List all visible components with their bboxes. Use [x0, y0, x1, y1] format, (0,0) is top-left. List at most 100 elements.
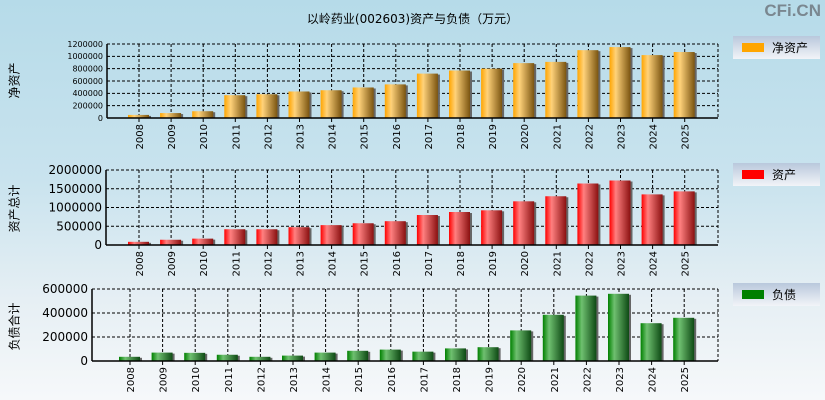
bar-2015 — [352, 223, 374, 245]
bar-2025 — [673, 191, 695, 245]
x-tick-label: 2018 — [456, 251, 467, 276]
bar-2017 — [416, 215, 438, 245]
x-tick-label: 2025 — [680, 367, 691, 392]
watermark-logo: CFi.CN — [764, 1, 821, 20]
x-tick-label: 2010 — [199, 124, 210, 149]
x-tick-label: 2016 — [392, 124, 403, 149]
bar-2013 — [288, 227, 310, 245]
bar-2025 — [673, 317, 695, 361]
bar-2010 — [192, 111, 214, 118]
bar-2021 — [545, 196, 567, 245]
x-tick-label: 2023 — [617, 251, 628, 276]
y-tick-label: 0 — [98, 114, 103, 123]
y-tick-label: 0 — [80, 354, 88, 368]
x-tick-label: 2011 — [231, 124, 242, 149]
bar-2015 — [347, 350, 369, 361]
legend-label: 净资产 — [772, 41, 809, 55]
bar-2011 — [216, 354, 238, 361]
x-tick-label: 2015 — [360, 124, 371, 149]
x-tick-label: 2015 — [354, 367, 365, 392]
bar-2024 — [640, 323, 662, 361]
bar-2009 — [151, 352, 173, 361]
y-tick-label: 400000 — [42, 306, 88, 320]
x-tick-label: 2009 — [167, 124, 178, 149]
x-tick-label: 2017 — [419, 367, 430, 392]
legend-liabilities: 负债 — [733, 283, 820, 306]
x-tick-label: 2014 — [328, 251, 339, 276]
bar-2016 — [384, 221, 406, 245]
y-tick-label: 0 — [94, 238, 102, 252]
y-axis-label-liabilities: 负债合计 — [7, 302, 22, 351]
bar-2012 — [256, 229, 278, 245]
bar-2016 — [379, 349, 401, 361]
bar-2024 — [641, 194, 663, 245]
x-tick-label: 2010 — [199, 251, 210, 276]
bar-2010 — [192, 238, 214, 245]
x-tick-label: 2012 — [263, 124, 274, 149]
x-tick-label: 2013 — [289, 367, 300, 392]
x-tick-label: 2022 — [584, 124, 595, 149]
x-tick-label: 2017 — [424, 124, 435, 149]
bar-2016 — [384, 84, 406, 118]
x-tick-label: 2024 — [649, 251, 660, 276]
x-tick-label: 2019 — [485, 367, 496, 392]
x-tick-label: 2023 — [617, 124, 628, 149]
bar-2013 — [288, 91, 310, 118]
bar-2018 — [449, 70, 470, 118]
legend-net-assets: 净资产 — [733, 36, 820, 59]
y-tick-label: 800000 — [72, 64, 103, 73]
y-axis-label-net-assets: 净资产 — [7, 62, 22, 99]
bar-2014 — [320, 90, 342, 118]
chart-2: 0 200000 400000 600000 2008 2009 2010 2011 2012 2… — [42, 282, 719, 392]
x-tick-label: 2024 — [648, 367, 659, 392]
x-tick-label: 2020 — [520, 124, 531, 149]
bar-2025 — [673, 52, 695, 119]
x-tick-label: 2023 — [615, 367, 626, 392]
bar-2022 — [577, 183, 599, 245]
legend-assets: 资产 — [733, 163, 820, 186]
bar-2021 — [542, 314, 564, 361]
bar-2023 — [608, 293, 629, 361]
x-tick-label: 2013 — [296, 251, 307, 276]
legend-swatch — [742, 170, 764, 179]
legend-swatch — [742, 290, 764, 299]
bar-2013 — [282, 355, 303, 361]
bar-2012 — [256, 94, 278, 118]
bar-2010 — [184, 352, 206, 361]
x-tick-label: 2017 — [424, 251, 435, 276]
x-tick-label: 2019 — [488, 251, 499, 276]
bar-2008 — [128, 241, 149, 245]
x-tick-label: 2018 — [456, 124, 467, 149]
bar-2018 — [445, 348, 466, 361]
bar-2019 — [481, 210, 503, 245]
x-tick-label: 2012 — [256, 367, 267, 392]
bar-2009 — [160, 113, 182, 118]
x-tick-label: 2021 — [552, 124, 563, 149]
y-tick-label: 1000000 — [67, 52, 103, 61]
bar-2021 — [545, 61, 567, 118]
bar-2015 — [352, 87, 374, 118]
legend-swatch — [742, 43, 764, 52]
x-tick-label: 2016 — [387, 367, 398, 392]
bar-2017 — [416, 73, 438, 118]
x-tick-label: 2009 — [167, 251, 178, 276]
bar-2020 — [513, 201, 535, 245]
y-tick-label: 1500000 — [49, 182, 102, 196]
x-tick-label: 2008 — [126, 367, 137, 392]
chart-title: 以岭药业(002603)资产与负债（万元） — [306, 12, 519, 26]
y-axis-label-total-assets: 资产总计 — [7, 184, 22, 233]
bar-2014 — [320, 225, 342, 245]
x-tick-label: 2011 — [224, 367, 235, 392]
bar-2019 — [477, 347, 499, 361]
x-tick-label: 2022 — [582, 367, 593, 392]
x-tick-label: 2024 — [649, 124, 660, 149]
legend-label: 负债 — [772, 288, 797, 302]
y-tick-label: 500000 — [56, 219, 102, 233]
chart-1: 0 500000 1000000 1500000 2000000 2008 2009 2010… — [49, 163, 719, 276]
x-tick-label: 2020 — [520, 251, 531, 276]
bar-2020 — [510, 330, 532, 361]
bar-2012 — [249, 356, 271, 361]
bar-2023 — [609, 47, 631, 119]
x-tick-label: 2013 — [296, 124, 307, 149]
